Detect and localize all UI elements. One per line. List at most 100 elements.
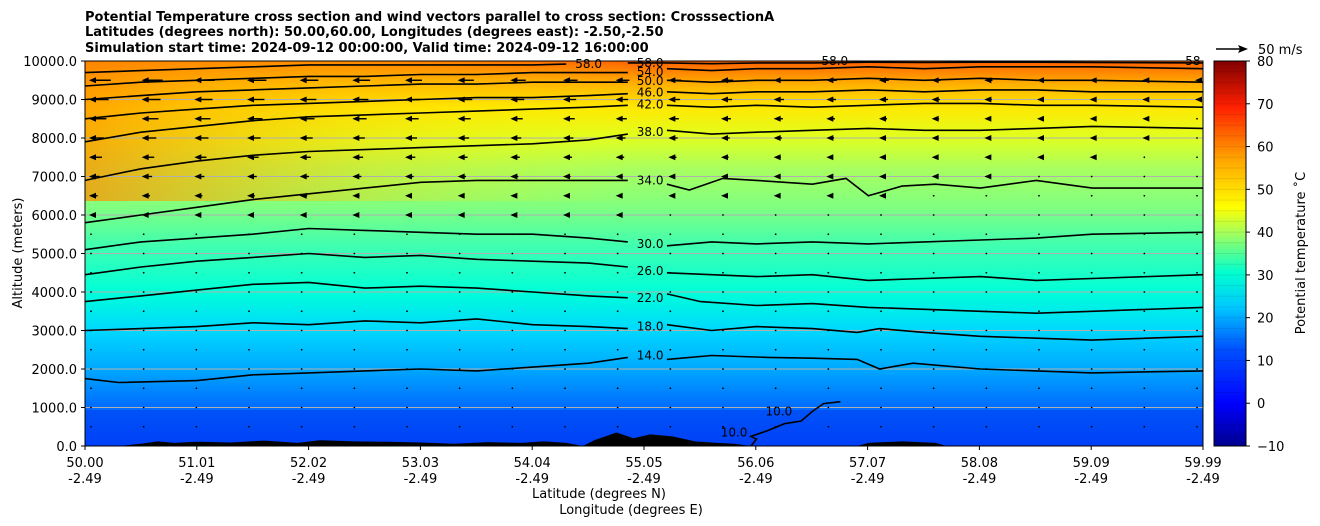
wind-vector-head xyxy=(984,173,992,180)
wind-vector-head xyxy=(405,77,412,84)
colorbar-frame xyxy=(1213,60,1247,447)
wind-vector-head xyxy=(405,154,412,161)
wind-vector xyxy=(353,310,356,313)
wind-vector xyxy=(1090,194,1093,197)
wind-vector xyxy=(1143,156,1146,159)
wind-vector xyxy=(406,252,408,255)
wind-vector xyxy=(616,348,619,351)
wind-vector xyxy=(880,329,882,332)
x-tick-label-lat: 52.02 xyxy=(290,456,327,471)
wind-vector-head xyxy=(1037,96,1044,103)
wind-vector-head xyxy=(721,115,728,122)
wind-vector xyxy=(774,214,777,216)
wind-vector xyxy=(827,252,830,255)
wind-vector xyxy=(248,425,250,428)
wind-vector xyxy=(1038,291,1040,293)
wind-vector xyxy=(1090,310,1093,313)
wind-vector xyxy=(985,329,988,332)
wind-vector xyxy=(1143,425,1146,428)
wind-vector xyxy=(1090,387,1093,390)
wind-vector xyxy=(353,252,356,255)
x-tick-label-lon: -2.49 xyxy=(292,472,326,487)
wind-vector-head xyxy=(984,96,992,103)
wind-vector-head xyxy=(247,96,254,103)
contour-line xyxy=(666,323,1203,341)
wind-vector-head xyxy=(405,115,412,122)
contour-line xyxy=(666,231,1203,247)
wind-vector-head xyxy=(931,173,939,180)
wind-vector xyxy=(142,271,145,274)
y-axis: 0.0 1000.0 2000.0 3000.0 4000.0 5000.0 6000.0 7… xyxy=(23,55,85,455)
wind-vector xyxy=(827,387,830,390)
wind-vector xyxy=(1090,348,1093,351)
wind-vector-head xyxy=(510,96,518,103)
contour-line xyxy=(85,81,628,101)
x-tick-label-lon: -2.49 xyxy=(68,472,102,487)
terrain xyxy=(85,432,1203,446)
wind-vector-head xyxy=(194,77,202,84)
x-axis: 50.00-2.4951.01-2.4952.02-2.4953.03-2.49… xyxy=(66,446,1222,487)
quiver-key-arrowhead xyxy=(1238,45,1248,53)
wind-vector xyxy=(827,406,830,409)
wind-vector-head xyxy=(826,154,834,161)
colorbar-tick-label: −10 xyxy=(1257,440,1284,455)
wind-vector xyxy=(880,252,882,255)
wind-vector xyxy=(722,271,724,274)
wind-vector-head xyxy=(984,77,992,84)
wind-vectors xyxy=(89,77,1202,428)
wind-vector xyxy=(458,425,461,428)
wind-vector-head xyxy=(773,154,781,161)
wind-vector xyxy=(90,271,92,274)
wind-vector-head xyxy=(247,212,254,218)
wind-vector xyxy=(669,271,672,274)
wind-vector xyxy=(142,233,145,236)
wind-vector xyxy=(511,252,514,255)
wind-vector-head xyxy=(615,96,623,103)
wind-vector-head xyxy=(563,135,570,141)
wind-vector xyxy=(142,310,145,313)
wind-vector xyxy=(932,252,935,255)
wind-vector-head xyxy=(826,115,834,122)
wind-vector xyxy=(511,406,514,409)
wind-vector-head xyxy=(405,212,412,218)
wind-vector xyxy=(1038,214,1040,216)
contour-label: 58.0 xyxy=(575,57,602,71)
wind-vector xyxy=(564,271,566,274)
wind-vector xyxy=(774,348,777,351)
wind-vector xyxy=(248,406,250,409)
wind-vector-head xyxy=(563,154,570,161)
wind-vector-head xyxy=(299,96,307,103)
wind-vector-head xyxy=(931,115,939,122)
x-tick-label-lat: 56.06 xyxy=(737,456,774,471)
contour-line xyxy=(666,89,1203,95)
wind-vector xyxy=(1143,387,1146,390)
wind-vector xyxy=(1090,406,1093,409)
wind-vector xyxy=(195,291,198,293)
wind-vector-head xyxy=(141,192,149,199)
contour-line xyxy=(85,179,628,224)
wind-vector xyxy=(511,425,514,428)
wind-vector xyxy=(195,406,198,409)
contour-line xyxy=(85,356,628,384)
colorbar-bands xyxy=(1214,60,1246,447)
wind-vector xyxy=(880,406,882,409)
wind-vector xyxy=(353,329,356,332)
wind-vector xyxy=(827,214,830,216)
contour-lines xyxy=(85,61,1203,446)
quiver-key-label: 50 m/s xyxy=(1258,43,1303,58)
wind-vector-head xyxy=(299,212,307,218)
wind-vector-head xyxy=(89,173,96,180)
title-line-3: Simulation start time: 2024-09-12 00:00:… xyxy=(85,41,649,56)
wind-vector-head xyxy=(931,77,939,84)
wind-vector xyxy=(932,329,935,332)
wind-vector-head xyxy=(405,192,412,199)
wind-vector xyxy=(1090,271,1093,274)
wind-vector xyxy=(827,233,830,236)
wind-vector-head xyxy=(89,154,96,161)
wind-vector xyxy=(300,271,303,274)
wind-vector xyxy=(1038,271,1040,274)
wind-vector xyxy=(195,387,198,390)
contour-label: 58.0 xyxy=(637,56,664,70)
wind-vector-head xyxy=(826,173,834,180)
